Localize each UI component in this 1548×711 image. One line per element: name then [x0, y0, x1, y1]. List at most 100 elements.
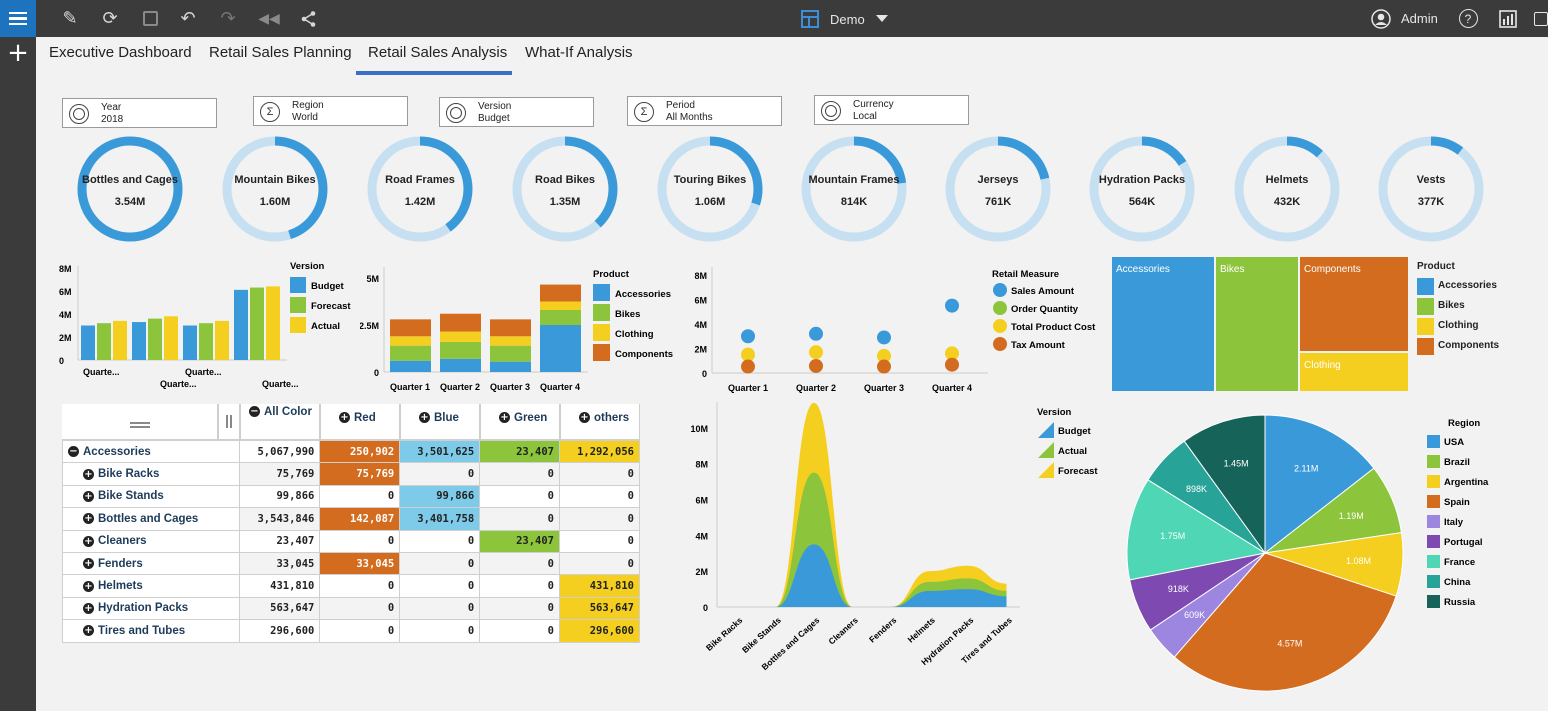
kpi-donut[interactable]	[1227, 129, 1347, 249]
report-icon[interactable]	[1497, 0, 1519, 37]
cell-value[interactable]: 3,501,625	[399, 439, 481, 464]
cell-value[interactable]: 0	[479, 462, 560, 486]
tab-what-if-analysis[interactable]: What-If Analysis	[525, 44, 633, 61]
redo-icon[interactable]: ↷	[220, 8, 236, 28]
row-header[interactable]: + Bottles and Cages	[61, 507, 241, 531]
kpi-donut[interactable]	[505, 129, 625, 249]
filter-currency[interactable]: Currency Local	[814, 95, 969, 125]
table-row[interactable]: + Fenders 33,045 33,045 0 0 0	[61, 551, 640, 576]
table-row[interactable]: + Bike Stands 99,866 0 99,866 0 0	[61, 484, 640, 509]
cell-value[interactable]: 75,769	[319, 462, 401, 486]
expand-icon[interactable]: +	[419, 412, 430, 424]
cell-value[interactable]: 0	[319, 574, 401, 598]
row-header[interactable]: + Helmets	[61, 574, 241, 598]
expand-icon[interactable]: +	[83, 580, 94, 592]
tab-executive-dashboard[interactable]: Executive Dashboard	[49, 44, 192, 61]
cell-value[interactable]: 431,810	[559, 574, 640, 598]
cell-value[interactable]: 0	[479, 574, 560, 598]
rewind-icon[interactable]: ◀◀	[258, 10, 280, 26]
filter-period[interactable]: Σ Period All Months	[627, 96, 782, 126]
cell-value[interactable]: 0	[399, 619, 481, 643]
cell-value[interactable]: 3,543,846	[239, 507, 321, 531]
table-row[interactable]: + Bottles and Cages 3,543,846 142,087 3,401,…	[61, 507, 640, 531]
cell-value[interactable]: 0	[559, 529, 640, 553]
cell-value[interactable]: 0	[399, 529, 481, 553]
cell-value[interactable]: 0	[399, 574, 481, 598]
kpi-donut[interactable]	[794, 129, 914, 249]
treemap-cell[interactable]: Bikes	[1216, 257, 1298, 391]
treemap-cell[interactable]: Accessories	[1112, 257, 1214, 391]
expand-icon[interactable]: +	[83, 468, 94, 480]
filter-region[interactable]: Σ Region World	[253, 96, 408, 126]
cell-value[interactable]: 0	[559, 484, 640, 509]
cell-value[interactable]: 0	[479, 619, 560, 643]
cell-value[interactable]: 563,647	[239, 596, 321, 621]
cell-value[interactable]: 0	[479, 551, 560, 576]
table-row[interactable]: + Tires and Tubes 296,600 0 0 0 296,600	[61, 619, 640, 643]
cell-value[interactable]: 296,600	[239, 619, 321, 643]
cell-value[interactable]: 0	[479, 507, 560, 531]
kpi-donut[interactable]	[1082, 129, 1202, 249]
expand-icon[interactable]: +	[83, 558, 94, 570]
cell-value[interactable]: 0	[399, 596, 481, 621]
tab-retail-sales-planning[interactable]: Retail Sales Planning	[209, 44, 352, 61]
cell-value[interactable]: 0	[319, 484, 401, 509]
cell-value[interactable]: 296,600	[559, 619, 640, 643]
expand-icon[interactable]: +	[499, 412, 510, 424]
cell-value[interactable]: 0	[319, 619, 401, 643]
table-row[interactable]: − Accessories 5,067,990 250,902 3,501,625 23,…	[61, 439, 640, 464]
cell-value[interactable]: 33,045	[319, 551, 401, 576]
treemap-cell[interactable]: Clothing	[1300, 353, 1408, 391]
cell-value[interactable]: 33,045	[239, 551, 321, 576]
hamburger-menu-icon[interactable]	[0, 0, 36, 37]
help-icon[interactable]: ?	[1457, 0, 1479, 37]
cell-value[interactable]: 23,407	[479, 529, 560, 553]
cell-value[interactable]: 250,902	[319, 439, 401, 464]
pivot-col-header[interactable]: − All Color	[240, 404, 320, 440]
pivot-col-header[interactable]: + Green	[480, 404, 560, 440]
save-icon[interactable]	[138, 0, 162, 37]
expand-icon[interactable]: +	[579, 412, 590, 424]
cell-value[interactable]: 0	[559, 462, 640, 486]
expand-icon[interactable]: +	[339, 412, 350, 424]
undo-icon[interactable]: ↶	[180, 8, 196, 28]
kpi-donut[interactable]	[215, 129, 335, 249]
dashboard-grid-icon[interactable]	[799, 0, 821, 37]
table-row[interactable]: + Helmets 431,810 0 0 0 431,810	[61, 574, 640, 598]
collapse-icon[interactable]: −	[68, 446, 79, 458]
cell-value[interactable]: 23,407	[239, 529, 321, 553]
pivot-col-header[interactable]: + Blue	[400, 404, 480, 440]
chevron-down-icon[interactable]	[876, 15, 888, 22]
user-avatar-icon[interactable]	[1370, 0, 1392, 37]
pencil-icon[interactable]: ✎	[62, 8, 78, 28]
expand-icon[interactable]: +	[83, 490, 94, 502]
cell-value[interactable]: 0	[479, 596, 560, 621]
kpi-donut[interactable]	[650, 129, 770, 249]
cell-value[interactable]: 75,769	[239, 462, 321, 486]
row-header[interactable]: + Fenders	[61, 551, 241, 576]
add-icon[interactable]: +	[7, 38, 29, 68]
cell-value[interactable]: 0	[399, 462, 481, 486]
expand-icon[interactable]: +	[83, 513, 94, 525]
cell-value[interactable]: 1,292,056	[559, 439, 640, 464]
cell-value[interactable]: 3,401,758	[399, 507, 481, 531]
row-header[interactable]: + Bike Racks	[61, 462, 241, 486]
kpi-donut[interactable]	[938, 129, 1058, 249]
table-row[interactable]: + Bike Racks 75,769 75,769 0 0 0	[61, 462, 640, 486]
cell-value[interactable]: 563,647	[559, 596, 640, 621]
treemap-cell[interactable]: Components	[1300, 257, 1408, 351]
pivot-drag-handle[interactable]	[218, 404, 240, 440]
cell-value[interactable]: 0	[319, 596, 401, 621]
cell-value[interactable]: 99,866	[399, 484, 481, 509]
pivot-col-header[interactable]: + Red	[320, 404, 400, 440]
share-icon[interactable]	[297, 0, 321, 37]
collapse-icon[interactable]: −	[249, 406, 260, 418]
cell-value[interactable]: 5,067,990	[239, 439, 321, 464]
row-header[interactable]: + Tires and Tubes	[61, 619, 241, 643]
project-name[interactable]: Demo	[830, 12, 865, 27]
refresh-icon[interactable]: ⟳	[102, 8, 118, 28]
expand-icon[interactable]: +	[83, 535, 94, 547]
table-row[interactable]: + Hydration Packs 563,647 0 0 0 563,647	[61, 596, 640, 621]
tab-retail-sales-analysis[interactable]: Retail Sales Analysis	[368, 44, 508, 61]
cell-value[interactable]: 99,866	[239, 484, 321, 509]
